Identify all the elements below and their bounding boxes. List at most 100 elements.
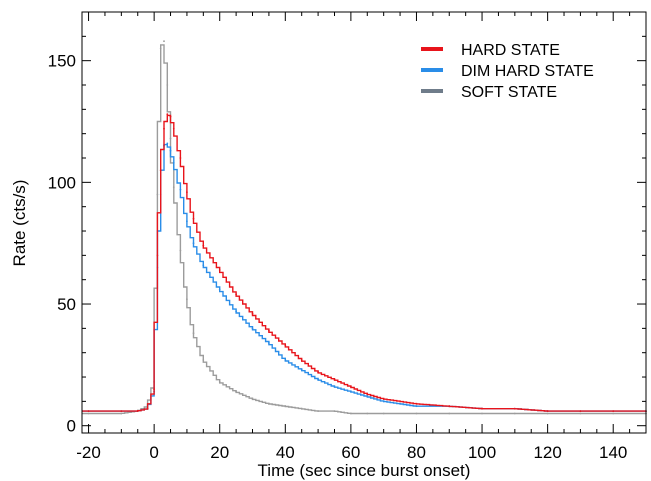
series-3-point <box>166 84 169 86</box>
series-1-point <box>317 371 319 374</box>
series-1-point <box>333 378 336 381</box>
series-2-point <box>202 264 205 266</box>
series-1-point <box>172 127 175 130</box>
x-tick-label: 140 <box>599 443 627 462</box>
series-layer <box>82 40 647 415</box>
series-3-point <box>333 410 336 412</box>
series-3-point <box>382 412 385 415</box>
series-3-point <box>159 47 162 50</box>
series-3-point <box>612 412 615 415</box>
series-2-point <box>169 149 172 152</box>
series-1-point <box>251 312 254 315</box>
series-2-point <box>350 390 352 393</box>
series-1-point <box>202 244 205 247</box>
y-tick-label: 50 <box>57 295 76 314</box>
series-1-point <box>366 393 369 395</box>
series-1-point <box>159 169 162 172</box>
series-1-point <box>136 410 139 412</box>
series-3-point <box>179 249 182 252</box>
series-3-point <box>448 412 451 415</box>
series-1-point <box>415 402 418 405</box>
series-3-point <box>120 412 123 415</box>
series-2-point <box>218 288 221 291</box>
series-1-point <box>235 293 238 296</box>
series-1-point <box>120 410 123 412</box>
series-3-point <box>186 298 188 301</box>
series-1-point <box>192 217 195 220</box>
series-3-point <box>163 40 165 43</box>
series-1-point <box>300 359 303 361</box>
x-tick-label: 0 <box>149 443 158 462</box>
x-axis-label: Time (sec since burst onset) <box>258 461 471 480</box>
x-tick-label: 20 <box>210 443 229 462</box>
x-tick-label: 100 <box>468 443 496 462</box>
series-1-point <box>153 388 156 391</box>
series-2-point <box>366 395 369 398</box>
series-3-point <box>87 412 90 415</box>
series-1-point <box>156 254 159 257</box>
series-3-point <box>366 412 369 415</box>
series-line-1 <box>82 114 646 412</box>
series-3-point <box>169 137 172 140</box>
y-tick-label: 100 <box>48 173 76 192</box>
legend: HARD STATE DIM HARD STATE SOFT STATE <box>421 42 594 101</box>
series-2-point <box>300 368 303 371</box>
series-3-point <box>317 410 319 412</box>
x-tick-label: 40 <box>276 443 295 462</box>
series-3-point <box>172 186 175 189</box>
series-3-point <box>218 381 221 383</box>
series-2-point <box>382 400 385 403</box>
legend-label: HARD STATE <box>461 42 560 59</box>
series-3-point <box>202 359 205 361</box>
series-2-point <box>317 378 319 381</box>
series-3-point <box>350 412 352 415</box>
series-1-point <box>579 410 582 412</box>
series-1-point <box>169 115 172 118</box>
legend-label: SOFT STATE <box>461 84 557 101</box>
series-1-point <box>146 407 149 410</box>
series-3-point <box>513 412 516 415</box>
series-3-point <box>235 390 238 393</box>
series-1-point <box>350 385 352 388</box>
series-1-point <box>481 407 483 410</box>
x-tick-label: 80 <box>407 443 426 462</box>
series-2-point <box>186 220 188 223</box>
series-3-point <box>284 405 287 408</box>
series-line-2 <box>82 143 646 412</box>
series-1-point <box>382 398 385 400</box>
series-1-point <box>218 269 221 271</box>
series-1-point <box>186 191 188 194</box>
series-2-point <box>268 342 270 344</box>
series-3-point <box>156 193 159 196</box>
series-2-point <box>172 162 175 164</box>
plot-frame <box>81 11 647 434</box>
series-1-point <box>179 157 182 159</box>
y-tick-label: 0 <box>67 417 76 436</box>
series-1-point <box>87 410 90 412</box>
series-1-point <box>513 407 516 410</box>
series-1-point <box>448 405 451 408</box>
series-3-point <box>268 402 270 405</box>
series-3-point <box>300 407 303 410</box>
series-2-point <box>179 188 182 191</box>
series-2-point <box>235 310 238 313</box>
series-1-point <box>612 410 615 412</box>
x-tick-label: -20 <box>76 443 101 462</box>
series-1-point <box>166 113 169 116</box>
series-2-point <box>284 359 287 361</box>
legend-label: DIM HARD STATE <box>461 63 594 80</box>
y-tick-label: 150 <box>48 52 76 71</box>
x-tick-label: 120 <box>533 443 561 462</box>
series-1-point <box>284 344 287 347</box>
series-3-point <box>415 412 418 415</box>
x-tick-label: 60 <box>341 443 360 462</box>
series-1-point <box>546 410 549 412</box>
series-2-point <box>166 142 169 145</box>
series-3-point <box>192 332 195 335</box>
y-axis-label: Rate (cts/s) <box>10 180 29 267</box>
series-3-point <box>579 412 582 415</box>
series-2-point <box>192 242 195 245</box>
series-1-point <box>163 127 165 130</box>
